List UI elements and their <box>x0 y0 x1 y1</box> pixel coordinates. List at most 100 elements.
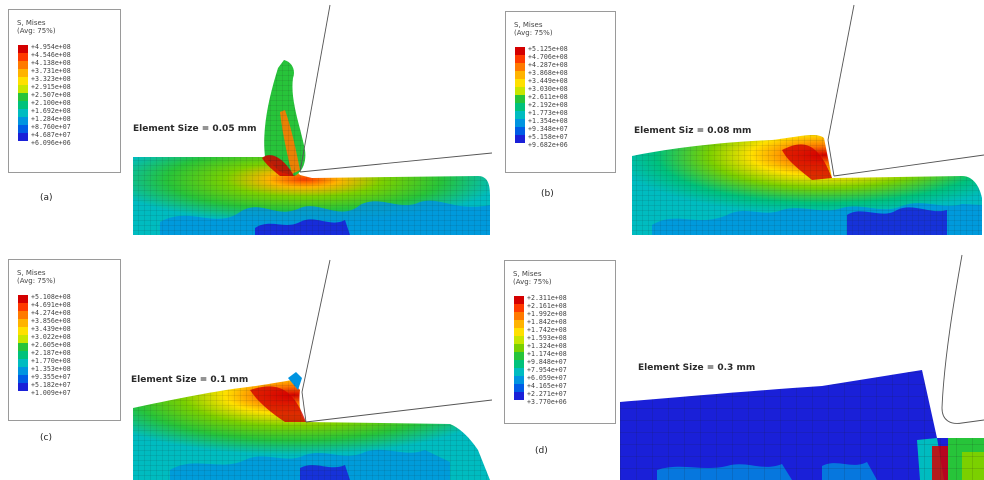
tool-flank-c <box>305 399 492 423</box>
legend-color-swatch <box>18 383 28 391</box>
legend-color-swatch <box>18 351 28 359</box>
fem-contour-plot-c <box>133 259 492 480</box>
fem-contour-plot-d <box>620 254 984 480</box>
legend-color-swatch <box>18 117 28 125</box>
legend-values-d: +2.311e+08 +2.161e+08 +1.992e+08 +1.842e+08… <box>527 294 567 406</box>
legend-value: +3.022e+08 <box>31 333 71 341</box>
legend-title-d: S, Mises <box>513 270 542 278</box>
element-size-label-b: Element Siz = 0.08 mm <box>634 126 752 136</box>
legend-subtitle-d: (Avg: 75%) <box>513 278 552 286</box>
legend-value: +4.274e+08 <box>31 309 71 317</box>
legend-values-b: +5.125e+08 +4.706e+08 +4.287e+08 +3.868e+08… <box>528 45 568 149</box>
legend-value: +1.773e+08 <box>528 109 568 117</box>
legend-color-swatch <box>514 296 524 304</box>
legend-color-swatch <box>515 135 525 143</box>
legend-value: +1.692e+08 <box>31 107 71 115</box>
legend-a: S, Mises (Avg: 75%) +4.954e+08 +4.546e+08… <box>8 9 121 173</box>
legend-value: +6.059e+07 <box>527 374 567 382</box>
legend-color-swatch <box>18 367 28 375</box>
color-bar-d <box>514 296 524 400</box>
legend-color-swatch <box>514 320 524 328</box>
legend-value: +9.848e+07 <box>527 358 567 366</box>
legend-value: +1.354e+08 <box>528 117 568 125</box>
legend-color-swatch <box>18 303 28 311</box>
legend-value: +2.311e+08 <box>527 294 567 302</box>
legend-value: +2.187e+08 <box>31 349 71 357</box>
panel-c: S, Mises (Avg: 75%) +5.108e+08 +4.691e+08… <box>0 240 492 480</box>
legend-color-swatch <box>515 71 525 79</box>
legend-color-swatch <box>18 359 28 367</box>
legend-color-swatch <box>18 343 28 351</box>
legend-value: +9.348e+07 <box>528 125 568 133</box>
legend-color-swatch <box>18 77 28 85</box>
legend-color-swatch <box>18 93 28 101</box>
legend-value: +2.192e+08 <box>528 101 568 109</box>
legend-value: +1.770e+08 <box>31 357 71 365</box>
legend-color-swatch <box>18 375 28 383</box>
legend-color-swatch <box>18 295 28 303</box>
legend-value: +4.954e+08 <box>31 43 71 51</box>
legend-color-swatch <box>515 79 525 87</box>
panel-label-b: (b) <box>541 189 554 199</box>
legend-value: +2.605e+08 <box>31 341 71 349</box>
legend-color-swatch <box>18 327 28 335</box>
legend-color-swatch <box>515 111 525 119</box>
legend-color-swatch <box>18 125 28 133</box>
color-bar-c <box>18 295 28 391</box>
legend-color-swatch <box>18 319 28 327</box>
legend-color-swatch <box>18 53 28 61</box>
legend-color-swatch <box>514 304 524 312</box>
legend-value: +1.842e+08 <box>527 318 567 326</box>
legend-color-swatch <box>18 101 28 109</box>
panel-label-d: (d) <box>535 446 548 456</box>
element-size-label-a: Element Size = 0.05 mm <box>133 124 257 134</box>
legend-title-b: S, Mises <box>514 21 543 29</box>
legend-color-swatch <box>515 103 525 111</box>
legend-value: +5.182e+07 <box>31 381 71 389</box>
legend-values-a: +4.954e+08 +4.546e+08 +4.138e+08 +3.731e+08… <box>31 43 71 147</box>
legend-subtitle-b: (Avg: 75%) <box>514 29 553 37</box>
legend-values-c: +5.108e+08 +4.691e+08 +4.274e+08 +3.856e+08… <box>31 293 71 397</box>
legend-color-swatch <box>18 109 28 117</box>
panel-a: S, Mises (Avg: 75%) +4.954e+08 +4.546e+08… <box>0 0 492 240</box>
legend-color-swatch <box>18 85 28 93</box>
tool-rake-b <box>827 4 855 141</box>
tool-rake-a <box>299 4 331 173</box>
legend-value: +3.449e+08 <box>528 77 568 85</box>
tool-flank-b <box>833 154 984 177</box>
legend-title-a: S, Mises <box>17 19 46 27</box>
legend-value: +4.687e+07 <box>31 131 71 139</box>
color-bar-b <box>515 47 525 143</box>
legend-value: +1.174e+08 <box>527 350 567 358</box>
legend-value: +1.742e+08 <box>527 326 567 334</box>
fem-contour-plot-a <box>133 4 492 235</box>
legend-color-swatch <box>18 61 28 69</box>
tool-rake-c <box>301 259 331 393</box>
legend-value: +1.284e+08 <box>31 115 71 123</box>
legend-value: +4.706e+08 <box>528 53 568 61</box>
legend-value: +1.009e+07 <box>31 389 71 397</box>
legend-color-swatch <box>515 95 525 103</box>
legend-title-c: S, Mises <box>17 269 46 277</box>
legend-color-swatch <box>514 312 524 320</box>
legend-color-swatch <box>514 336 524 344</box>
legend-value: +2.271e+07 <box>527 390 567 398</box>
legend-value: +1.593e+08 <box>527 334 567 342</box>
legend-color-swatch <box>514 352 524 360</box>
legend-color-swatch <box>18 69 28 77</box>
legend-value: +3.868e+08 <box>528 69 568 77</box>
legend-color-swatch <box>18 311 28 319</box>
legend-color-swatch <box>514 376 524 384</box>
legend-value: +2.100e+08 <box>31 99 71 107</box>
panel-label-c: (c) <box>40 433 52 443</box>
tool-flank-a <box>299 152 492 173</box>
panel-label-a: (a) <box>40 193 53 203</box>
legend-value: +4.691e+08 <box>31 301 71 309</box>
element-size-label-c: Element Size = 0.1 mm <box>131 375 249 385</box>
legend-color-swatch <box>514 344 524 352</box>
panel-d: S, Mises (Avg: 75%) +2.311e+08 +2.161e+08… <box>492 240 984 480</box>
legend-color-swatch <box>515 127 525 135</box>
legend-value: +1.324e+08 <box>527 342 567 350</box>
legend-color-swatch <box>514 384 524 392</box>
legend-b: S, Mises (Avg: 75%) +5.125e+08 +4.706e+08… <box>505 11 616 173</box>
